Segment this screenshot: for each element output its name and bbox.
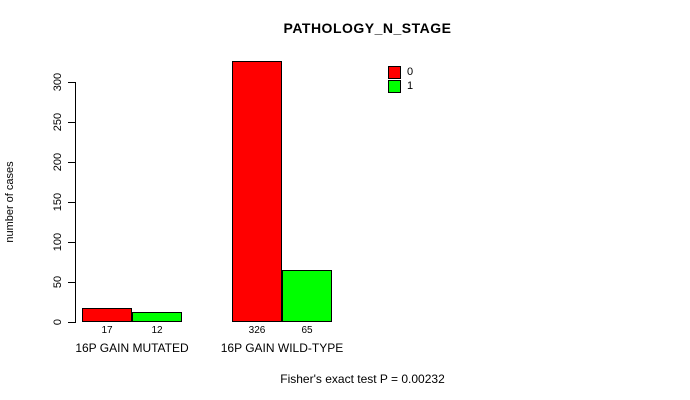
bar-series-0-group-1 xyxy=(232,61,282,322)
bar-count-label: 17 xyxy=(101,325,113,336)
y-tick-mark xyxy=(68,201,75,203)
y-axis-label: number of cases xyxy=(4,161,16,243)
y-tick-label: 50 xyxy=(52,275,64,289)
legend-label: 0 xyxy=(407,66,414,78)
annotation-text: Fisher's exact test P = 0.00232 xyxy=(280,372,445,386)
legend-row: 1 xyxy=(388,79,413,93)
y-tick-mark xyxy=(68,121,75,123)
legend-swatch-icon xyxy=(388,79,401,93)
bar-count-label: 12 xyxy=(151,325,163,336)
y-tick-mark xyxy=(68,321,75,323)
legend-row: 0 xyxy=(388,65,413,79)
category-label: 16P GAIN MUTATED xyxy=(75,341,189,355)
category-label: 16P GAIN WILD-TYPE xyxy=(220,341,344,355)
y-tick-mark xyxy=(68,81,75,83)
y-tick-label: 200 xyxy=(52,152,64,172)
bar-count-label: 326 xyxy=(248,325,266,336)
bar-count-label: 65 xyxy=(301,325,313,336)
y-tick-label: 100 xyxy=(52,232,64,252)
y-tick-mark xyxy=(68,241,75,243)
y-axis-line xyxy=(75,82,76,323)
bar-series-1-group-1 xyxy=(282,270,332,322)
legend-label: 1 xyxy=(407,80,414,92)
y-tick-label: 250 xyxy=(52,112,64,132)
y-tick-label: 300 xyxy=(52,72,64,92)
y-tick-label: 0 xyxy=(52,318,64,326)
y-tick-label: 150 xyxy=(52,192,64,212)
legend-swatch-icon xyxy=(388,65,401,79)
bar-series-0-group-0 xyxy=(82,308,132,322)
bar-series-1-group-0 xyxy=(132,312,182,322)
chart-title: PATHOLOGY_N_STAGE xyxy=(283,20,452,36)
y-tick-mark xyxy=(68,161,75,163)
y-tick-mark xyxy=(68,281,75,283)
